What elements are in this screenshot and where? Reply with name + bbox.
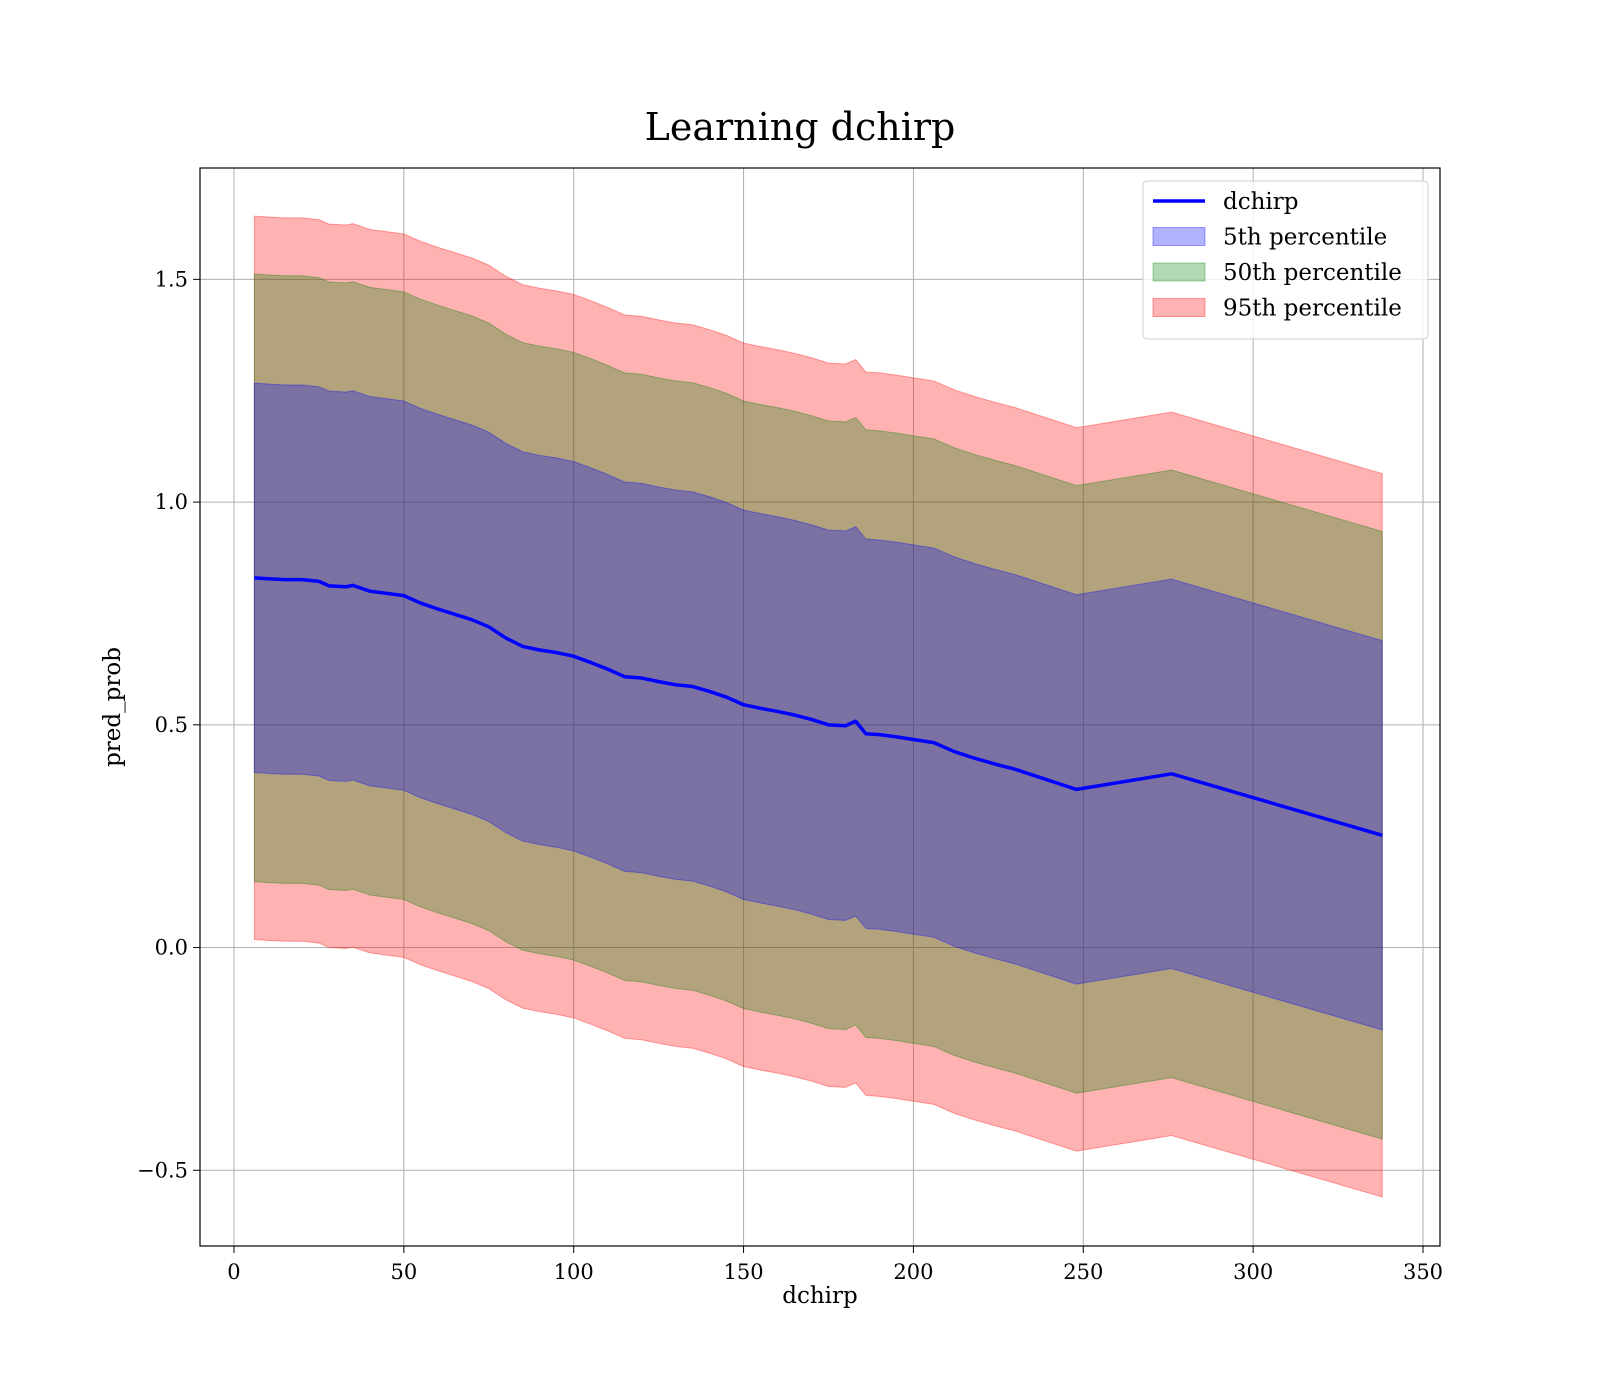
series-lines <box>254 576 1383 837</box>
legend-label: 95th percentile <box>1223 296 1402 322</box>
y-tick-label: 0.0 <box>155 936 188 960</box>
x-tick-label: 250 <box>1063 1260 1103 1284</box>
y-tick-label: 1.5 <box>155 267 188 291</box>
percentile-bands <box>253 215 1383 1198</box>
x-tick-label: 200 <box>893 1260 933 1284</box>
plot-area-frame <box>199 167 1441 1247</box>
x-tick-label: 100 <box>554 1260 594 1284</box>
legend-swatch-band <box>1152 298 1206 317</box>
y-axis-ticks: −0.5 0.0 0.5 1.0 1.5 <box>137 267 200 1182</box>
legend: dchirp 5th percentile 50th percentile 95th … <box>1142 180 1429 340</box>
y-tick-label: 0.5 <box>155 713 188 737</box>
band-50th-percentile <box>253 273 1383 1140</box>
y-axis-label: pred_prob <box>100 647 126 767</box>
band-95th-percentile <box>253 215 1383 1198</box>
legend-box <box>1142 180 1429 340</box>
y-tick-label: −0.5 <box>137 1158 188 1182</box>
legend-label: dchirp <box>1223 189 1299 215</box>
legend-label: 50th percentile <box>1223 260 1402 286</box>
legend-swatch-band <box>1152 227 1206 246</box>
line-dchirp <box>254 576 1383 837</box>
x-tick-label: 150 <box>724 1260 764 1284</box>
x-axis-ticks: 0 50 100 150 200 250 300 350 <box>227 1246 1443 1284</box>
x-tick-label: 350 <box>1403 1260 1443 1284</box>
legend-label: 5th percentile <box>1223 225 1387 251</box>
y-tick-label: 1.0 <box>155 490 188 514</box>
band-5th-percentile <box>253 382 1383 1031</box>
chart-title: Learning dchirp <box>645 105 956 149</box>
x-tick-label: 300 <box>1233 1260 1273 1284</box>
x-tick-label: 50 <box>390 1260 417 1284</box>
x-tick-label: 0 <box>227 1260 240 1284</box>
x-axis-label: dchirp <box>782 1283 858 1309</box>
legend-swatch-band <box>1152 262 1206 282</box>
